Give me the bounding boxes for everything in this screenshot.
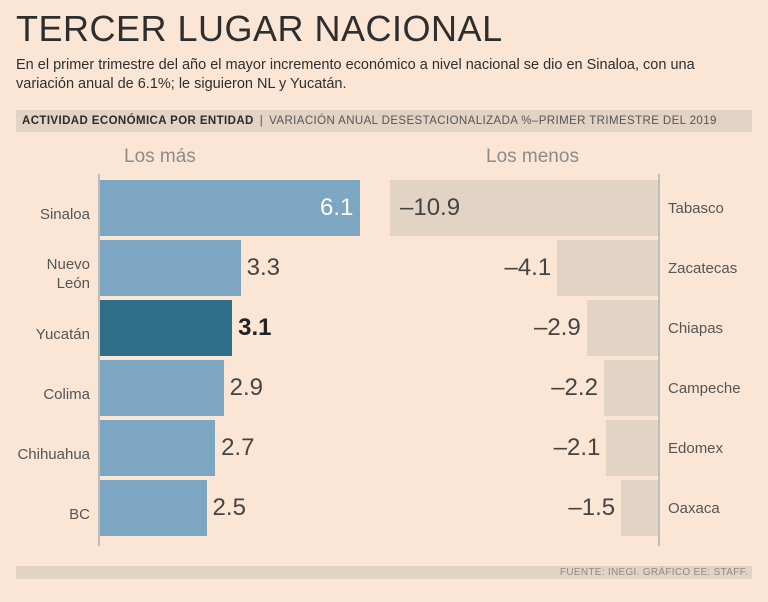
bar-edomex <box>606 420 658 476</box>
value-label-tabasco: –10.9 <box>400 194 461 221</box>
category-label-chiapas: Chiapas <box>668 320 724 337</box>
value-label-edomex: –2.1 <box>553 434 601 461</box>
axis-line-left <box>98 174 100 546</box>
bar-nuevo-leon <box>100 240 241 296</box>
category-label-sinaloa: Sinaloa <box>39 205 90 223</box>
bar-bc <box>100 480 207 536</box>
value-label-colima: 2.9 <box>229 374 263 401</box>
bar-zacatecas <box>557 240 658 296</box>
page-subtitle: En el primer trimestre del año el mayor … <box>16 57 695 92</box>
bar-oaxaca <box>621 480 658 536</box>
source-footer: FUENTE: INEGI. GRÁFICO EE: STAFF. <box>16 566 752 579</box>
chart-banner: ACTIVIDAD ECONÓMICA POR ENTIDAD | VARIAC… <box>16 110 752 132</box>
banner-title: ACTIVIDAD ECONÓMICA POR ENTIDAD <box>22 115 254 127</box>
bar-chiapas <box>586 300 658 356</box>
category-label-zacatecas: Zacatecas <box>668 260 738 277</box>
bar-colima <box>100 360 224 416</box>
value-label-sinaloa: 6.1 <box>320 194 354 221</box>
section-title-los-mas: Los más <box>124 146 196 167</box>
category-label-oaxaca: Oaxaca <box>668 500 720 517</box>
value-label-nuevo-leon: 3.3 <box>246 254 281 281</box>
bar-yucatan <box>100 300 233 356</box>
category-label-chihuahua: Chihuahua <box>17 445 90 463</box>
bar-tabasco <box>390 180 658 236</box>
category-label-campeche: Campeche <box>668 380 741 397</box>
section-title-los-menos: Los menos <box>486 146 579 167</box>
value-label-yucatan: 3.1 <box>238 314 272 341</box>
page-title: TERCER LUGAR NACIONAL <box>16 8 503 49</box>
category-label-tabasco: Tabasco <box>668 200 724 217</box>
banner-separator: | <box>259 115 264 127</box>
category-label-colima: Colima <box>43 385 90 403</box>
bar-sinaloa <box>100 180 360 236</box>
banner-description: VARIACIÓN ANUAL DESESTACIONALIZADA %–PRI… <box>269 115 717 127</box>
value-label-oaxaca: –1.5 <box>568 494 616 521</box>
category-label-yucatan: Yucatán <box>35 325 90 343</box>
category-label-edomex: Edomex <box>668 440 724 457</box>
category-label-nuevo-leon: Nuevo León <box>46 256 90 292</box>
category-label-bc: BC <box>69 505 90 523</box>
value-label-campeche: –2.2 <box>551 374 598 401</box>
value-label-bc: 2.5 <box>212 494 246 521</box>
axis-line-right <box>658 174 660 546</box>
value-label-chiapas: –2.9 <box>533 314 581 341</box>
value-label-chihuahua: 2.7 <box>221 434 255 461</box>
value-label-zacatecas: –4.1 <box>504 254 552 281</box>
bar-chihuahua <box>100 420 216 476</box>
bar-campeche <box>603 360 658 416</box>
